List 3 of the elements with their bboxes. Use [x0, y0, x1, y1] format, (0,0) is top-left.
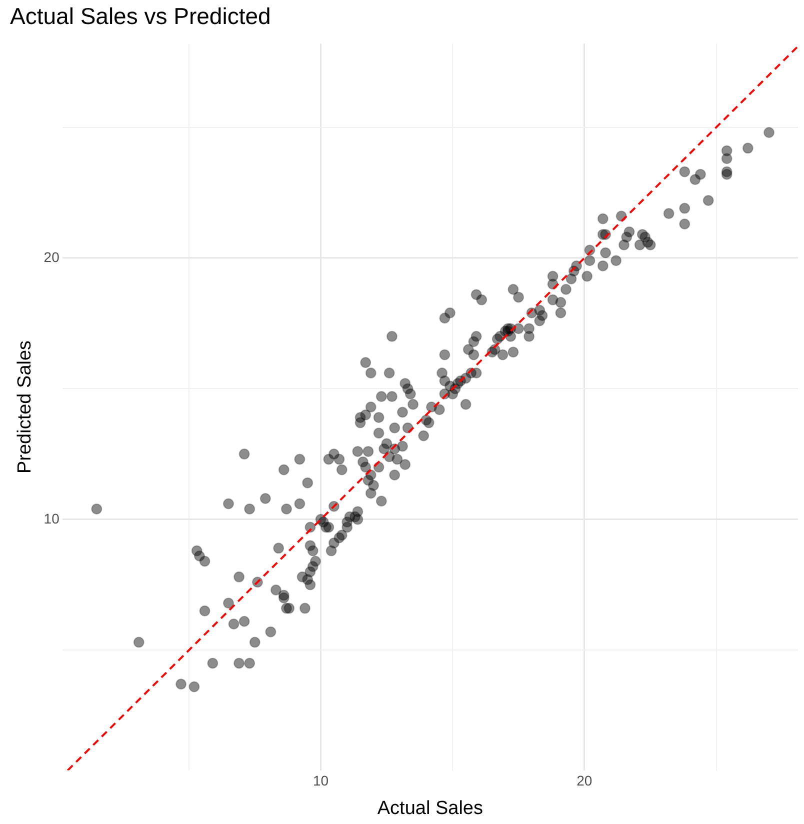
y-axis-title: Predicted Sales — [14, 340, 36, 474]
chart-title: Actual Sales vs Predicted — [10, 3, 271, 30]
x-axis-title: Actual Sales — [377, 798, 483, 819]
